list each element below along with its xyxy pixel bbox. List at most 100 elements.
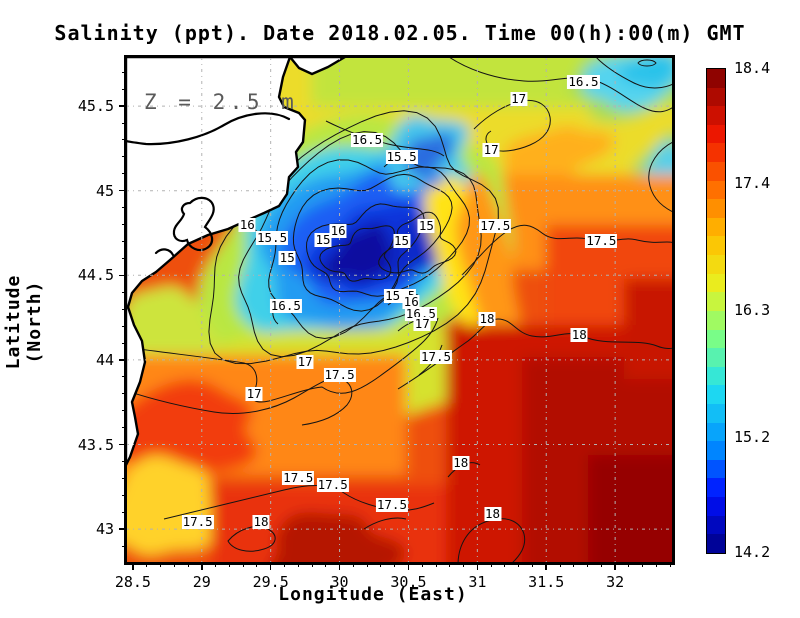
contour-label: 17.5 [479,218,512,234]
contour-label: 16 [329,223,347,239]
x-minor-tick [449,563,451,567]
contour-label: 17.5 [419,348,453,364]
depth-annotation: Z = 2.5 m [144,90,299,114]
y-minor-tick [122,257,126,259]
y-minor-tick [122,308,126,310]
x-tick-label: 30 [330,573,349,591]
x-minor-tick [366,563,368,567]
y-minor-tick [122,156,126,158]
contour-label: 18 [478,311,496,327]
x-tick-label: 32 [606,573,625,591]
y-tick-label: 44.5 [77,266,114,285]
contour-label: 18 [483,505,502,521]
x-minor-tick [146,563,148,567]
colorbar-step [707,534,725,553]
colorbar-tick-label: 15.2 [734,427,771,446]
x-tick-label: 31 [468,573,487,591]
x-minor-tick [490,563,492,567]
contour-label: 16.5 [269,297,302,313]
y-minor-tick [122,393,126,395]
colorbar-step [707,273,725,293]
colorbar-step [707,348,725,367]
contour-label-layer: 16.5 17 16.5 15.5 17 16 15.5 16 15 15 15 15 16.5 15.5… [126,57,673,563]
y-tick-mark [119,443,126,446]
contour-label: 17.5 [181,514,214,530]
contour-label: 15 [278,250,296,266]
x-minor-tick [587,563,589,567]
colorbar-step [707,124,725,144]
x-minor-tick [159,563,161,567]
x-minor-tick [421,563,423,567]
x-minor-tick [435,563,437,567]
colorbar-step [707,497,725,516]
x-minor-tick [573,563,575,567]
contour-label: 18 [570,326,588,342]
colorbar-step [707,162,725,181]
colorbar-step [707,515,725,535]
colorbar-step [707,236,725,256]
liman-coastline [126,112,291,146]
y-tick-label: 44 [95,350,114,369]
colorbar [706,68,726,554]
colorbar-step [707,478,725,498]
x-minor-tick [187,563,189,567]
y-tick-mark [119,105,126,107]
contour-label: 16 [238,216,256,232]
colorbar-step [707,385,725,404]
colorbar-tick-label: 16.3 [734,301,771,319]
y-minor-tick [122,477,126,479]
x-tick-mark [201,563,203,570]
colorbar-step [707,143,725,163]
x-minor-tick [655,563,657,567]
colorbar-step [707,69,725,88]
chart-title: Salinity (ppt). Date 2018.02.05. Time 00… [54,21,746,45]
x-minor-tick [283,563,285,567]
contour-label: 17 [245,385,263,401]
y-minor-tick [122,173,126,175]
x-minor-tick [628,563,630,567]
colorbar-step [707,180,725,200]
contour-label: 16 [402,294,420,310]
x-minor-tick [463,563,465,567]
contour-label: 15 [417,218,435,234]
colorbar-step [707,422,725,442]
y-tick-mark [119,359,126,361]
contour-label: 17 [510,91,528,107]
x-tick-label: 31.5 [528,573,565,591]
lagoon-outline [172,196,215,252]
x-minor-tick [228,563,230,567]
x-minor-tick [504,563,506,567]
colorbar-step [707,255,725,274]
x-tick-mark [338,563,341,570]
contour-label: 17.5 [375,497,408,513]
colorbar-step [707,106,725,125]
y-minor-tick [122,240,126,242]
colorbar-step [707,441,725,460]
x-tick-label: 30.5 [390,573,427,591]
y-minor-tick [122,325,126,327]
contour-label: 17 [413,316,431,332]
contour-label: 17 [296,353,314,369]
x-tick-mark [269,563,272,570]
x-tick-mark [407,563,410,570]
colorbar-step [707,403,725,423]
colorbar-tick-label: 14.2 [734,543,771,561]
colorbar-tick-label: 18.4 [734,59,771,77]
x-tick-mark [545,563,547,570]
y-tick-label: 45 [95,181,114,200]
y-minor-tick [122,460,126,462]
contour-label: 16.5 [351,131,384,147]
x-minor-tick [559,563,561,567]
x-minor-tick [173,563,175,567]
colorbar-step [707,292,725,311]
x-minor-tick [215,563,217,567]
colorbar-step [707,366,725,386]
contour-label: 15.5 [255,230,289,246]
contour-label: 16.5 [567,74,600,90]
x-minor-tick [518,563,520,567]
contour-label: 17 [482,142,500,158]
colorbar-step [707,199,725,218]
contour-label: 15 [393,233,411,249]
contour-label: 17.5 [585,233,618,249]
